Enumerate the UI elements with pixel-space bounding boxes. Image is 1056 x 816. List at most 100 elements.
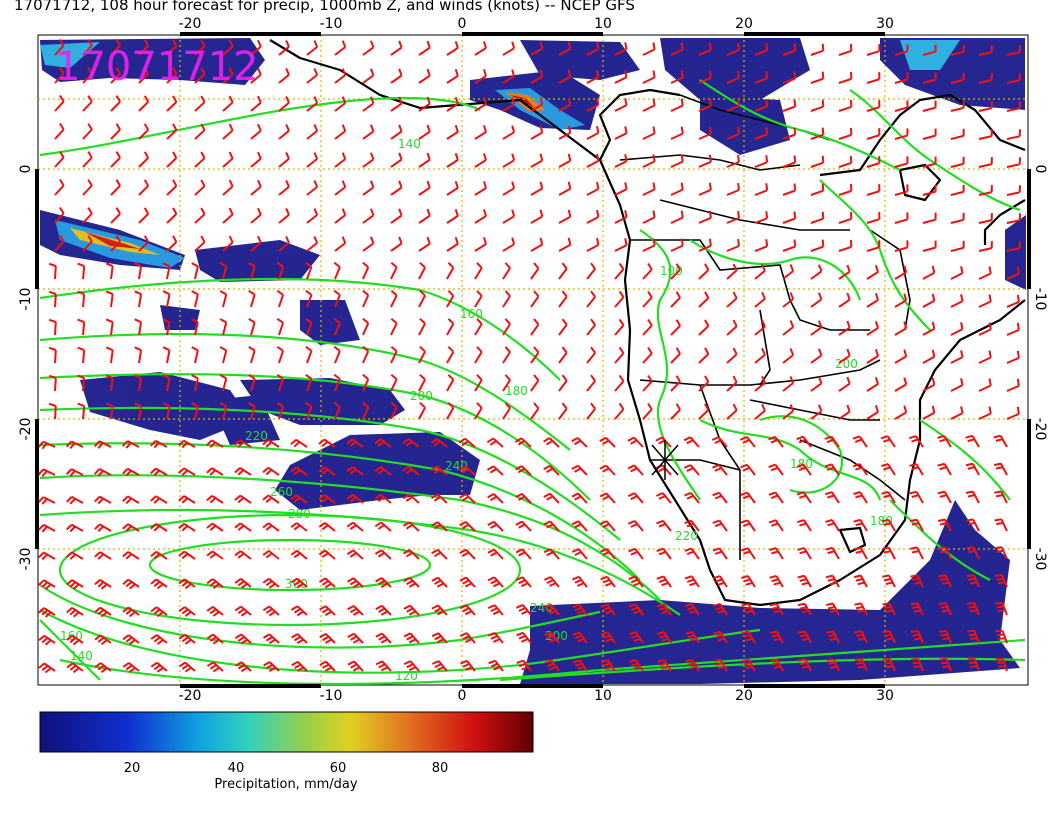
wind-barb-flag: [374, 493, 382, 500]
wind-barb-staff: [838, 217, 852, 224]
wind-barb-flag: [405, 551, 414, 558]
wind-barb-flag: [408, 638, 417, 644]
wind-barb-flag: [431, 660, 440, 665]
wind-barb-flag: [403, 549, 411, 555]
wind-barb-staff: [71, 523, 84, 532]
wind-barb-flag: [209, 552, 217, 559]
wind-barb-staff: [1001, 630, 1008, 644]
wind-barb-flag: [405, 496, 413, 502]
wind-barb-flag: [882, 630, 890, 634]
wind-barb-staff: [110, 349, 114, 364]
wind-barb-flag: [911, 550, 920, 554]
wind-barb-flag: [122, 523, 129, 530]
wind-barb-flag: [178, 495, 185, 502]
wind-barb-staff: [550, 631, 560, 644]
wind-barb-flag: [596, 41, 600, 50]
wind-barb-flag: [41, 526, 48, 533]
wind-barb-staff: [831, 491, 840, 504]
wind-barb-flag: [375, 632, 383, 638]
lat-tick: -30: [1032, 548, 1048, 571]
wind-barb-flag: [200, 123, 206, 131]
wind-barb-flag: [684, 519, 692, 525]
wind-barb-flag: [799, 606, 807, 610]
wind-barb-staff: [894, 218, 908, 224]
wind-barb-flag: [545, 439, 554, 446]
wind-barb-staff: [239, 494, 252, 504]
wind-barb-staff: [222, 185, 234, 196]
wind-barb-staff: [810, 133, 824, 140]
wind-barb-staff: [474, 243, 487, 252]
wind-barb-flag: [821, 127, 825, 135]
wind-barb-flag: [333, 317, 341, 324]
wind-barb-flag: [940, 661, 948, 665]
wind-barb-staff: [446, 351, 455, 364]
wind-barb-staff: [127, 551, 140, 560]
wind-barb-staff: [408, 465, 420, 476]
wind-barb-staff: [474, 351, 483, 364]
wind-barb-staff: [642, 296, 653, 308]
wind-barb-flag: [321, 441, 329, 448]
wind-barb-flag: [115, 235, 121, 243]
wind-barb-flag: [737, 210, 740, 219]
wind-barb-flag: [265, 469, 273, 476]
wind-barb-flag: [771, 634, 779, 638]
wind-barb-flag: [476, 374, 483, 381]
wind-barb-flag: [826, 630, 834, 634]
wind-barb-flag: [122, 662, 130, 668]
wind-barb-staff: [306, 46, 318, 56]
wind-barb-flag: [789, 264, 795, 272]
wind-barb-flag: [855, 466, 863, 471]
wind-barb-staff: [222, 213, 234, 224]
wind-barb-staff: [194, 294, 199, 308]
wind-barb-flag: [817, 376, 823, 384]
wind-barb-flag: [600, 547, 608, 553]
wind-barb-staff: [380, 493, 392, 504]
wind-barb-flag: [206, 495, 213, 502]
wind-barb-flag: [105, 290, 114, 296]
wind-barb-staff: [474, 47, 487, 56]
wind-barb-staff: [945, 630, 952, 644]
wind-barb-flag: [181, 580, 189, 587]
wind-barb-staff: [972, 546, 980, 560]
wind-barb-staff: [978, 328, 992, 336]
wind-barb-flag: [602, 523, 610, 529]
wind-barb-flag: [362, 345, 369, 352]
wind-barb-flag: [624, 98, 628, 106]
wind-barb-staff: [698, 409, 710, 420]
wind-barb-staff: [166, 322, 171, 336]
wind-barb-flag: [209, 497, 217, 504]
wind-barb-flag: [380, 638, 389, 644]
wind-barb-flag: [431, 632, 439, 638]
wind-barb-flag: [797, 630, 806, 634]
wind-barb-staff: [586, 244, 599, 252]
wind-barb-flag: [793, 211, 797, 219]
wind-barb-staff: [973, 602, 980, 616]
wind-barb-flag: [572, 603, 580, 609]
wind-barb-staff: [782, 77, 796, 84]
wind-barb-flag: [852, 463, 861, 468]
wind-barb-flag: [219, 262, 227, 268]
wind-barb-flag: [708, 42, 712, 50]
wind-barb-staff: [754, 381, 766, 392]
wind-barb-flag: [742, 494, 751, 500]
wind-barb-flag: [105, 346, 114, 352]
wind-barb-staff: [334, 102, 346, 112]
wind-barb-flag: [321, 552, 329, 558]
wind-barb-staff: [838, 189, 852, 196]
wind-barb-staff: [82, 156, 93, 168]
wind-barb-flag: [717, 665, 725, 670]
map-title: 17071712, 108 hour forecast for precip, …: [14, 0, 635, 14]
wind-barb-flag: [771, 578, 779, 583]
wind-barb-flag: [276, 345, 284, 352]
wind-barb-flag: [821, 239, 825, 247]
wind-barb-staff: [418, 214, 431, 224]
wind-barb-flag: [403, 660, 411, 666]
wind-barb-flag: [341, 208, 347, 216]
wind-barb-staff: [978, 79, 992, 84]
wind-barb-flag: [178, 439, 185, 447]
wind-barb-staff: [550, 659, 560, 672]
wind-barb-staff: [690, 575, 700, 588]
wind-barb-flag: [715, 634, 723, 639]
wind-barb-flag: [761, 319, 766, 328]
wind-barb-flag: [476, 346, 483, 353]
